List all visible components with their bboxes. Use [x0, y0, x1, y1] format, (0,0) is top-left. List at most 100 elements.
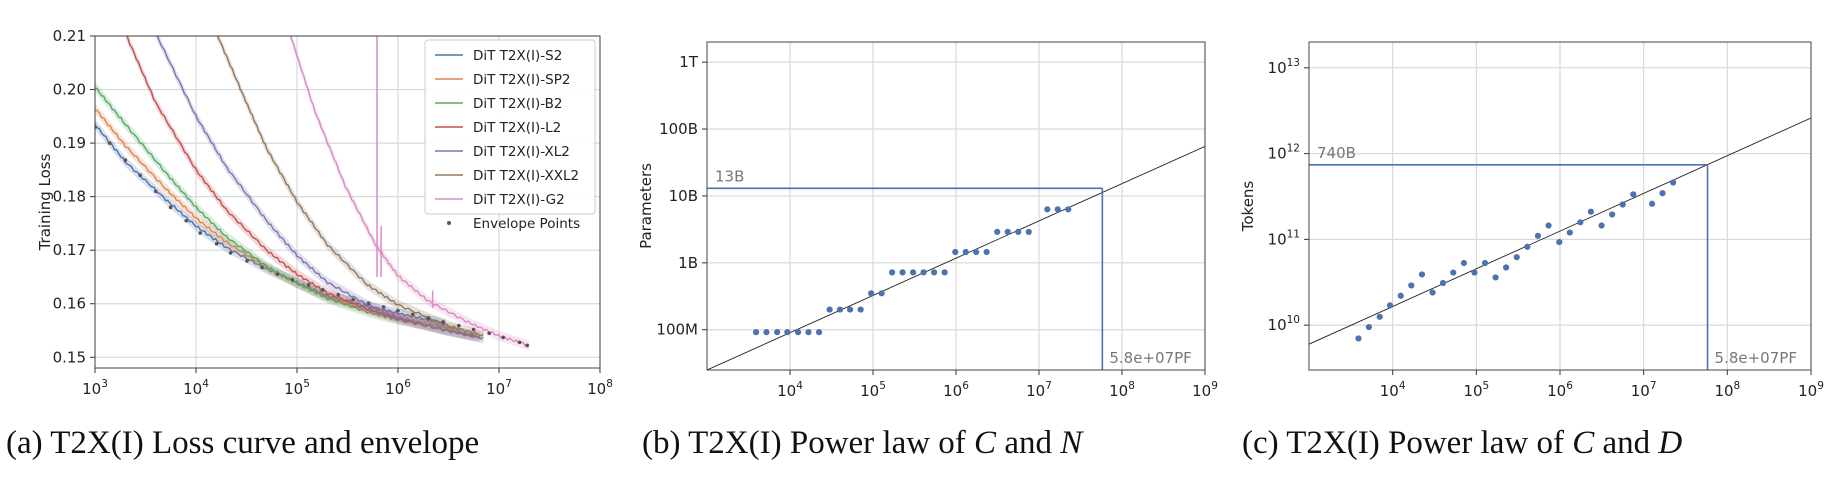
- legend-label-2: DiT T2X(I)-SP2: [473, 72, 570, 88]
- plot-area: [95, 36, 530, 351]
- data-point: [1619, 201, 1626, 208]
- data-point: [1609, 211, 1616, 218]
- data-point: [973, 248, 980, 256]
- envelope-point: [290, 277, 295, 282]
- y-tick-label: 0.15: [53, 348, 86, 366]
- envelope-point: [471, 327, 476, 332]
- guide-y-label: 13B: [715, 167, 744, 185]
- x-tick-label: 106: [385, 378, 411, 398]
- legend-label-4: DiT T2X(I)-L2: [473, 120, 561, 136]
- data-point: [920, 269, 927, 276]
- series-line-3: [95, 87, 478, 338]
- y-tick-label: 1012: [1268, 143, 1300, 163]
- data-point: [826, 306, 833, 313]
- data-point: [899, 269, 906, 276]
- data-point: [1471, 269, 1478, 276]
- panel-c: 104 105 106 107 108 109 1010 1011 1012 1013 740B 5.…: [1215, 0, 1842, 487]
- caption-a: (a) T2X(I) Loss curve and envelope: [6, 425, 480, 461]
- legend-label-7: DiT T2X(I)-G2: [473, 192, 565, 208]
- data-point: [1386, 302, 1394, 309]
- data-point: [794, 329, 802, 336]
- data-point: [889, 269, 896, 276]
- envelope-point: [396, 308, 400, 313]
- data-point: [1481, 259, 1489, 267]
- legend-label-envelope: Envelope Points: [473, 216, 580, 232]
- series-band-4: [125, 36, 481, 342]
- legend-label-5: DiT T2X(I)-XL2: [473, 144, 570, 160]
- x-tick-label: 104: [777, 380, 803, 400]
- data-point: [857, 306, 864, 313]
- data-point: [1408, 282, 1415, 289]
- data-point: [1587, 208, 1594, 215]
- envelope-point: [320, 288, 325, 292]
- data-point: [941, 269, 948, 276]
- envelope-point: [214, 241, 219, 246]
- chart-b: 104 105 106 107 108 109 100M 1B 10B 100B 1T 13B 5.8e…: [637, 41, 1218, 420]
- guide-x-label: 5.8e+07PF: [1715, 349, 1797, 367]
- data-point: [1439, 279, 1447, 287]
- envelope-point: [366, 301, 371, 306]
- data-point: [1659, 190, 1666, 197]
- data-point: [836, 306, 844, 313]
- y-tick-label: 1B: [678, 254, 698, 272]
- data-point: [868, 290, 875, 297]
- chart-c: 104 105 106 107 108 109 1010 1011 1012 1013 740B 5.…: [1239, 41, 1824, 420]
- data-point: [1054, 206, 1061, 213]
- data-point: [1044, 206, 1051, 213]
- envelope-point: [107, 141, 112, 145]
- envelope-point: [198, 231, 202, 235]
- x-tick-label: 105: [1463, 380, 1489, 400]
- series-band-7: [289, 36, 530, 351]
- panel-b: 104 105 106 107 108 109 100M 1B 10B 100B 1T 13B 5.8e…: [615, 0, 1235, 487]
- data-point: [1418, 271, 1426, 278]
- data-point: [983, 248, 990, 256]
- data-point: [1524, 243, 1531, 250]
- x-tick-label: 106: [943, 380, 969, 400]
- data-point: [1556, 238, 1563, 246]
- caption-b: (b) T2X(I) Power law of C and N: [642, 425, 1083, 461]
- legend-label-3: DiT T2X(I)-B2: [473, 96, 563, 112]
- envelope-point: [410, 312, 415, 317]
- legend-label-1: DiT T2X(I)-S2: [473, 48, 562, 64]
- guide-x-label: 5.8e+07PF: [1109, 349, 1191, 367]
- y-tick-label: 0.16: [53, 295, 86, 313]
- data-point: [1534, 232, 1542, 239]
- y-tick-label: 0.20: [53, 81, 86, 99]
- envelope-point: [168, 205, 173, 210]
- data-point: [1513, 254, 1520, 261]
- x-tick-label: 105: [860, 380, 886, 400]
- plot-frame: [706, 41, 1206, 371]
- data-point: [763, 329, 770, 336]
- envelope-point: [381, 305, 386, 309]
- envelope-point: [517, 340, 522, 345]
- data-point: [909, 269, 917, 276]
- data-point: [1492, 274, 1499, 281]
- data-point: [952, 248, 959, 256]
- data-point: [1545, 222, 1552, 229]
- envelope-point: [426, 316, 431, 321]
- envelope-point: [306, 283, 311, 287]
- data-point: [1355, 335, 1362, 342]
- data-point: [774, 329, 781, 336]
- envelope-point: [487, 331, 492, 335]
- data-point: [1365, 323, 1373, 331]
- envelope-point: [228, 251, 233, 255]
- data-point: [1004, 228, 1011, 235]
- data-point: [1429, 289, 1436, 296]
- x-tick-label: 109: [1192, 380, 1218, 400]
- x-tick-label: 107: [1026, 380, 1052, 400]
- series-band-2: [95, 103, 459, 335]
- plot-frame: [94, 35, 601, 369]
- data-point: [1460, 259, 1467, 267]
- data-point: [1015, 228, 1022, 235]
- data-point: [1670, 179, 1677, 186]
- envelope-point: [525, 343, 529, 348]
- series-band-3: [95, 81, 477, 341]
- data-point: [1577, 219, 1584, 226]
- data-point: [752, 329, 760, 336]
- plot-area: [707, 145, 1205, 370]
- envelope-point: [138, 173, 142, 178]
- x-tick-label: 105: [284, 378, 310, 398]
- x-tick-label: 107: [1631, 380, 1657, 400]
- y-tick-label: 1013: [1268, 57, 1300, 77]
